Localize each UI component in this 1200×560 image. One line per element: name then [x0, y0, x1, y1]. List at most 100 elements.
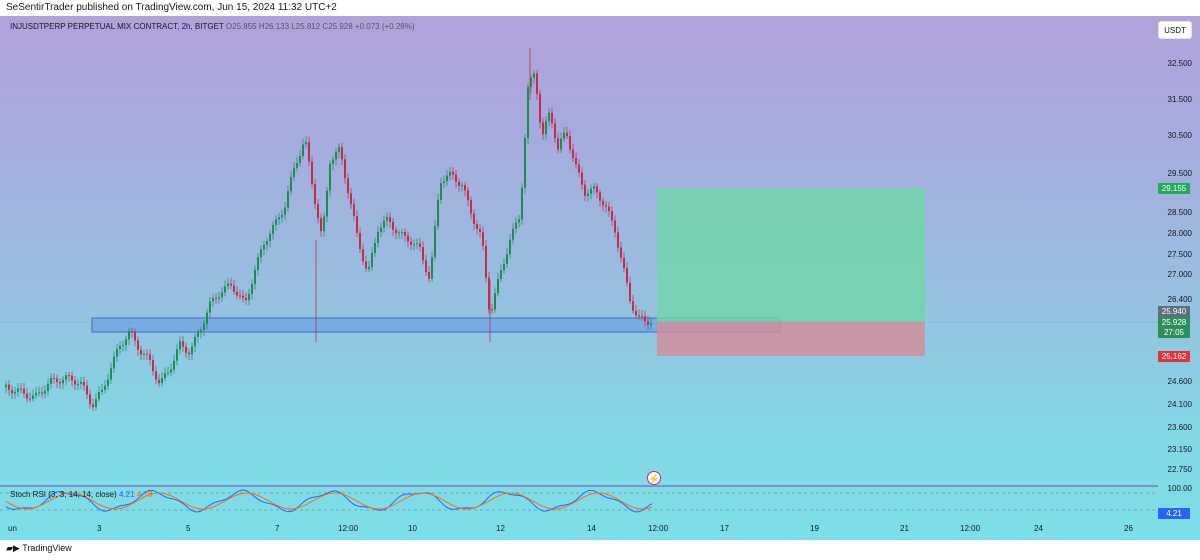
candle-body	[314, 184, 316, 204]
candle-body	[398, 232, 400, 234]
candle-body	[494, 293, 496, 310]
candle-body	[86, 385, 88, 395]
candle-body	[434, 226, 436, 258]
candle-body	[146, 353, 148, 355]
entry-price-tag: 25.940	[1158, 306, 1190, 317]
time-axis-label: 17	[720, 524, 729, 533]
candle-body	[53, 377, 55, 379]
candle-body	[35, 392, 37, 396]
candle-body	[644, 316, 646, 322]
candle-body	[404, 232, 406, 236]
stoch-level-label: 100.00	[1167, 484, 1192, 493]
price-axis-label: 31.500	[1167, 95, 1192, 104]
stop-price-tag: 25.162	[1158, 351, 1190, 362]
candle-body	[221, 292, 223, 298]
stoch-k-value: 4.21	[118, 490, 135, 499]
candle-body	[578, 164, 580, 173]
candle-body	[50, 377, 52, 384]
symbol-label: INJUSDTPERP PERPETUAL MIX CONTRACT, 2h, …	[10, 22, 224, 31]
candle-body	[614, 220, 616, 233]
candle-body	[611, 211, 613, 221]
candle-body	[572, 149, 574, 159]
candle-body	[131, 331, 133, 333]
price-axis-label: 23.600	[1167, 423, 1192, 432]
candle-body	[548, 112, 550, 122]
stoch-d-value: 4.78	[136, 490, 153, 499]
candle-body	[164, 373, 166, 379]
candle-body	[149, 354, 151, 360]
candle-body	[287, 191, 289, 208]
candle-body	[191, 346, 193, 355]
candle-body	[59, 382, 61, 384]
candle-body	[296, 163, 298, 168]
price-axis-label: 32.500	[1167, 59, 1192, 68]
candle-body	[167, 372, 169, 374]
candle-body	[299, 155, 301, 164]
candle-body	[104, 385, 106, 390]
price-axis-label: 22.750	[1167, 465, 1192, 474]
candle-body	[452, 171, 454, 175]
candle-body	[161, 378, 163, 384]
candle-body	[638, 315, 640, 317]
candle-body	[128, 331, 130, 340]
candle-body	[143, 353, 145, 355]
candle-body	[401, 232, 403, 234]
candle-body	[113, 356, 115, 369]
time-axis-label: 3	[97, 524, 102, 533]
price-axis-label: 29.500	[1167, 169, 1192, 178]
publish-info: SeSentirTrader published on TradingView.…	[6, 2, 337, 13]
candle-body	[608, 206, 610, 212]
currency-button[interactable]: USDT	[1158, 21, 1192, 39]
candle-body	[158, 379, 160, 384]
price-axis-label: 28.500	[1167, 208, 1192, 217]
candle-body	[500, 270, 502, 280]
footer	[0, 540, 1200, 560]
chart-area[interactable]	[0, 16, 1200, 540]
price-axis-label: 24.100	[1167, 400, 1192, 409]
candle-body	[248, 293, 250, 301]
candle-body	[32, 395, 34, 399]
candle-body	[71, 375, 73, 381]
candle-body	[317, 203, 319, 219]
stoch-name: Stoch RSI (3, 3, 14, 14, close)	[10, 490, 117, 499]
candle-body	[134, 331, 136, 341]
countdown-tag: 27:05	[1158, 327, 1190, 338]
candle-body	[563, 132, 565, 139]
candle-body	[617, 232, 619, 248]
candle-body	[407, 235, 409, 242]
candle-body	[5, 384, 7, 388]
candle-body	[194, 337, 196, 347]
candle-body	[284, 207, 286, 215]
candle-body	[56, 378, 58, 383]
candle-body	[386, 216, 388, 221]
candle-body	[281, 214, 283, 218]
target-zone	[657, 188, 925, 322]
candle-body	[224, 286, 226, 293]
candle-body	[632, 301, 634, 311]
candle-body	[275, 219, 277, 225]
candle-body	[359, 232, 361, 250]
time-axis-label: 5	[186, 524, 191, 533]
candle-body	[260, 249, 262, 258]
candle-body	[20, 388, 22, 390]
candle-body	[479, 228, 481, 233]
candle-body	[98, 392, 100, 400]
candle-body	[377, 231, 379, 244]
candle-body	[557, 138, 559, 150]
candle-body	[140, 349, 142, 355]
flash-icon[interactable]: ⚡	[647, 471, 661, 485]
candle-body	[38, 392, 40, 394]
candle-body	[290, 177, 292, 192]
candle-body	[503, 264, 505, 271]
candle-body	[254, 269, 256, 285]
candle-body	[83, 381, 85, 386]
candle-body	[173, 360, 175, 370]
candle-body	[266, 240, 268, 245]
candle-body	[347, 178, 349, 194]
candle-body	[584, 184, 586, 196]
candle-body	[17, 388, 19, 392]
tradingview-logo[interactable]: ▰▶ TradingView	[6, 543, 72, 554]
candle-body	[44, 390, 46, 394]
candle-body	[8, 384, 10, 390]
candle-body	[593, 186, 595, 189]
